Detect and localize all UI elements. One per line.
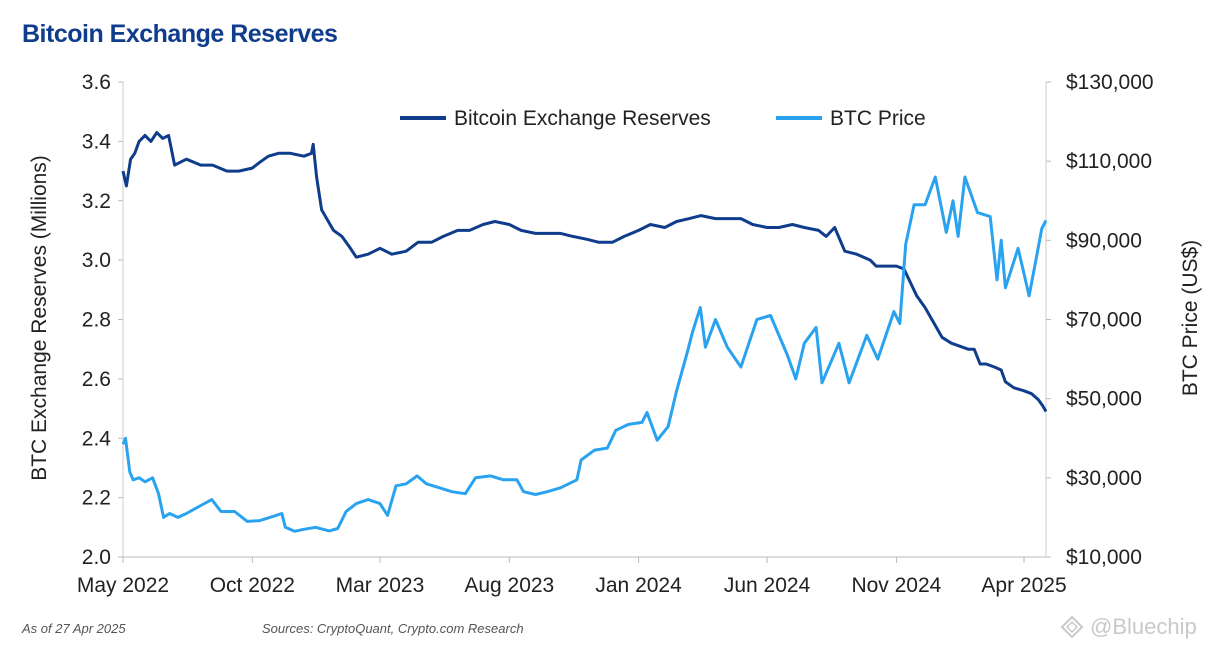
y-right-tick-label: $110,000 <box>1066 150 1152 173</box>
y-left-tick-label: 2.4 <box>82 427 112 450</box>
watermark-text: @Bluechip <box>1090 614 1197 639</box>
y-right-tick-label: $130,000 <box>1066 71 1154 94</box>
y-left-tick-label: 2.8 <box>82 309 111 332</box>
x-tick-label: May 2022 <box>77 574 169 597</box>
x-tick-label: Apr 2025 <box>981 574 1066 597</box>
x-tick-label: Aug 2023 <box>464 574 554 597</box>
legend-label-reserves: Bitcoin Exchange Reserves <box>454 107 711 130</box>
y-left-tick-label: 2.2 <box>82 487 111 510</box>
diamond-logo-icon <box>1060 615 1084 639</box>
x-tick-label: Nov 2024 <box>851 574 941 597</box>
y-left-tick-label: 2.0 <box>82 546 111 569</box>
y-right-tick-label: $90,000 <box>1066 229 1142 252</box>
x-tick-label: Oct 2022 <box>210 574 295 597</box>
watermark: @Bluechip <box>1060 614 1197 640</box>
y-left-tick-label: 2.6 <box>82 368 111 391</box>
x-tick-label: Jun 2024 <box>724 574 811 597</box>
series-line-reserves <box>121 131 1048 413</box>
chart-series <box>121 131 1048 533</box>
y-left-axis-title: BTC Exchange Reserves (Millions) <box>28 155 51 481</box>
x-tick-label: Jan 2024 <box>595 574 682 597</box>
as-of-note: As of 27 Apr 2025 <box>22 621 126 636</box>
series-line-price <box>121 175 1048 533</box>
y-right-tick-label: $10,000 <box>1066 546 1142 569</box>
x-tick-label: Mar 2023 <box>336 574 425 597</box>
y-left-tick-label: 3.6 <box>82 71 111 94</box>
chart-legend: Bitcoin Exchange Reserves BTC Price <box>400 107 926 130</box>
legend-label-price: BTC Price <box>830 107 926 130</box>
chart-title: Bitcoin Exchange Reserves <box>22 20 338 48</box>
y-left-tick-label: 3.2 <box>82 190 111 213</box>
y-right-axis-title: BTC Price (US$) <box>1179 240 1202 396</box>
y-left-tick-label: 3.0 <box>82 249 111 272</box>
y-right-tick-label: $30,000 <box>1066 467 1142 490</box>
y-right-tick-label: $70,000 <box>1066 309 1142 332</box>
chart-axes: 2.0 2.2 2.4 2.6 2.8 3.0 3.2 3.4 3.6 $10,000 $30,00… <box>77 71 1154 597</box>
sources-note: Sources: CryptoQuant, Crypto.com Researc… <box>262 621 524 636</box>
y-left-tick-label: 3.4 <box>82 130 112 153</box>
y-right-tick-label: $50,000 <box>1066 388 1142 411</box>
